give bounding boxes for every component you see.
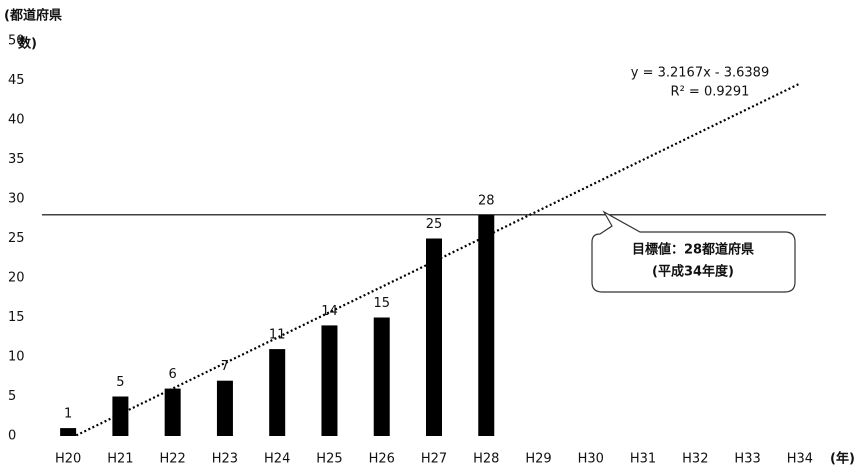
y-tick-label: 0 [8,429,16,444]
x-tick-label: H30 [578,452,604,467]
y-axis-label: 数) [18,36,37,52]
y-tick-label: 45 [8,73,25,88]
bar [112,396,129,436]
data-label: 1 [64,407,72,422]
data-label: 15 [373,296,390,311]
x-tick-label: H32 [682,452,708,467]
x-axis-label: (年) [830,451,855,467]
y-tick-label: 15 [8,310,25,325]
x-tick-label: H20 [55,452,81,467]
data-label: 5 [116,375,124,390]
data-label: 7 [221,359,229,374]
data-label: 14 [321,304,338,319]
bar [60,428,77,436]
data-label: 6 [169,367,177,382]
bar [216,380,233,436]
bar [426,238,442,436]
trend-equation: y = 3.2167x - 3.6389 [631,66,769,81]
target-label: 目標値：28都道府県 [632,242,754,258]
x-tick-label: H25 [316,452,342,467]
y-tick-label: 10 [8,350,25,365]
x-tick-label: H29 [525,452,551,467]
y-tick-label: 5 [8,389,16,404]
x-tick-label: H23 [212,452,238,467]
x-tick-label: H31 [630,452,656,467]
trend-r2: R² = 0.9291 [671,85,750,100]
data-label: 28 [478,193,495,208]
bar [373,317,390,436]
x-tick-label: H27 [421,452,447,467]
y-tick-label: 25 [8,231,25,246]
x-tick-label: H26 [369,452,395,467]
x-tick-label: H21 [107,452,133,467]
bar [321,325,338,436]
y-tick-label: 40 [8,113,25,128]
y-tick-label: 35 [8,152,25,167]
bar [478,214,495,436]
data-label: 25 [426,217,443,232]
x-tick-label: H22 [160,452,186,467]
bar [269,349,286,436]
y-axis-label: (都道府県 [4,8,62,24]
callout-box [591,210,796,293]
x-tick-label: H34 [787,452,813,467]
x-tick-label: H24 [264,452,290,467]
bar [164,388,181,436]
y-tick-label: 20 [8,271,25,286]
x-tick-label: H33 [734,452,760,467]
y-tick-label: 50 [8,34,25,49]
target-sublabel: (平成34年度) [652,264,734,280]
y-tick-label: 30 [8,192,25,207]
x-tick-label: H28 [473,452,499,467]
data-label: 11 [269,328,286,343]
